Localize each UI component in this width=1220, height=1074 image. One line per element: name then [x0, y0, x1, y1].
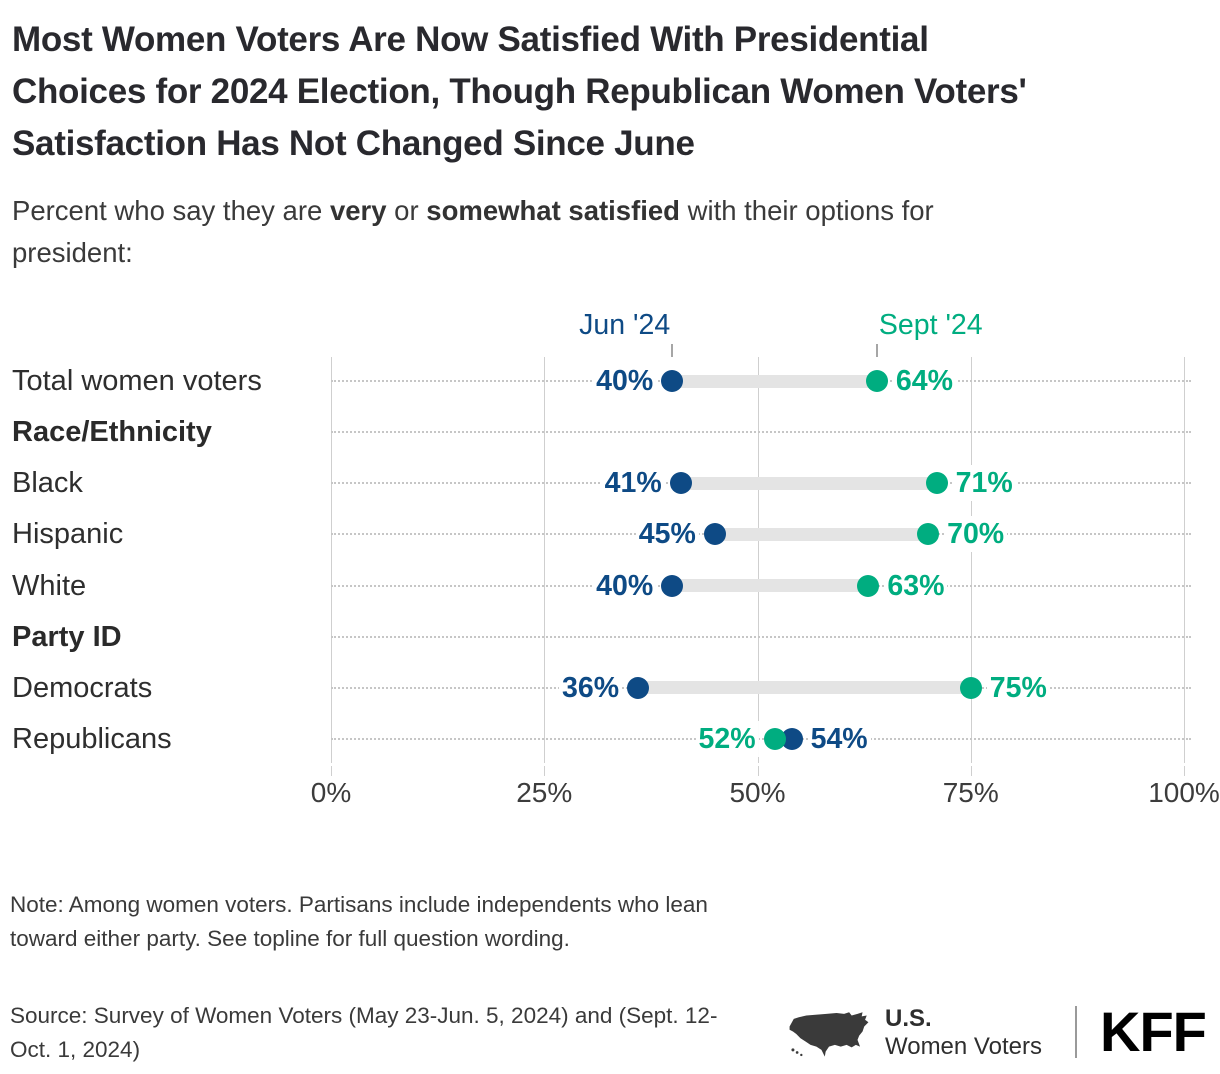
sept-dot: [763, 727, 786, 750]
row-label: Total women voters: [12, 365, 262, 397]
jun-dot: [669, 472, 692, 495]
row-leader-line: [331, 737, 1191, 740]
us-map-icon: [789, 1012, 869, 1057]
sept-dot: [865, 370, 888, 392]
jun-dot: [661, 574, 684, 597]
row-leader-line: [331, 635, 1191, 638]
sept-value-label: 52%: [695, 720, 759, 757]
gridline: [544, 357, 546, 763]
subtitle-text: or: [386, 195, 427, 226]
axis-tick: [544, 766, 546, 776]
sept-value-label: 63%: [884, 567, 948, 604]
chart-subtitle: Percent who say they are very or somewha…: [12, 190, 934, 274]
dumbbell-chart: 0% 25% 50% 75% 100% Jun '24 Sept '24 Total wome…: [0, 300, 1220, 810]
source-text: Source: Survey of Women Voters (May 23-J…: [10, 1003, 718, 1062]
title-line-3: Satisfaction Has Not Changed Since June: [12, 124, 695, 163]
branding-area: U.S. Women Voters KFF: [780, 1000, 1220, 1070]
jun-value-label: 54%: [807, 720, 871, 757]
branding-divider: [1075, 1006, 1077, 1058]
sept-dot: [917, 523, 940, 546]
gridline: [1184, 357, 1185, 763]
gridline: [331, 357, 332, 763]
dumbbell-connector: [714, 527, 929, 541]
row-label: Democrats: [12, 671, 153, 704]
jun-dot: [661, 370, 684, 392]
legend-jun-tick: [671, 344, 674, 357]
axis-tick: [757, 766, 759, 776]
subtitle-text: Percent who say they are: [12, 195, 330, 226]
jun-value-label: 40%: [593, 567, 657, 604]
subtitle-bold-very: very: [329, 195, 387, 226]
sept-value-label: 64%: [892, 363, 956, 399]
note-text: Note: Among women voters. Partisans incl…: [10, 892, 708, 951]
jun-dot: [780, 727, 803, 750]
kff-logo: KFF: [1100, 1000, 1207, 1063]
axis-tick: [331, 766, 332, 776]
sept-dot: [857, 574, 880, 597]
jun-dot: [703, 523, 726, 546]
x-axis-label: 0%: [310, 777, 352, 808]
jun-dot: [627, 676, 650, 699]
row-group-header: Party ID: [12, 620, 122, 653]
subtitle-text: with their options for: [679, 195, 934, 226]
subtitle-bold-somewhat-satisfied: somewhat satisfied: [426, 195, 680, 226]
branding-us-label: U.S.: [885, 1005, 932, 1032]
row-label: Hispanic: [12, 518, 124, 551]
row-label: White: [12, 569, 87, 602]
axis-tick: [970, 766, 972, 776]
subtitle-text: president:: [12, 237, 133, 268]
sept-value-label: 71%: [952, 465, 1016, 502]
legend-jun-label: Jun '24: [579, 309, 671, 341]
sept-value-label: 75%: [986, 669, 1050, 706]
axis-tick: [1184, 766, 1185, 776]
row-label: Black: [12, 467, 83, 500]
row-group-header: Race/Ethnicity: [12, 416, 212, 449]
legend-sept-tick: [875, 344, 878, 357]
gridline: [970, 357, 972, 763]
row-label: Republicans: [12, 722, 172, 755]
gridline: [757, 357, 759, 763]
page-title: Most Women Voters Are Now Satisfied With…: [12, 14, 1027, 170]
title-line-1: Most Women Voters Are Now Satisfied With…: [12, 20, 929, 59]
x-axis-label: 50%: [729, 777, 786, 808]
x-axis-label: 25%: [516, 777, 573, 808]
jun-value-label: 36%: [559, 669, 623, 706]
title-line-2: Choices for 2024 Election, Though Republ…: [12, 72, 1027, 111]
jun-value-label: 45%: [635, 516, 699, 553]
legend-sept-label: Sept '24: [878, 309, 983, 341]
x-axis-label: 100%: [1148, 777, 1220, 808]
sept-dot: [959, 676, 982, 699]
sept-dot: [925, 472, 948, 495]
x-axis-label: 75%: [942, 777, 999, 808]
branding-women-voters-label: Women Voters: [885, 1033, 1042, 1060]
jun-value-label: 40%: [593, 363, 657, 399]
sept-value-label: 70%: [944, 516, 1008, 553]
dumbbell-connector: [672, 374, 877, 388]
dumbbell-connector: [680, 476, 937, 490]
row-leader-line: [331, 431, 1191, 434]
jun-value-label: 41%: [601, 465, 665, 502]
dumbbell-connector: [672, 579, 869, 593]
dumbbell-connector: [638, 681, 971, 695]
